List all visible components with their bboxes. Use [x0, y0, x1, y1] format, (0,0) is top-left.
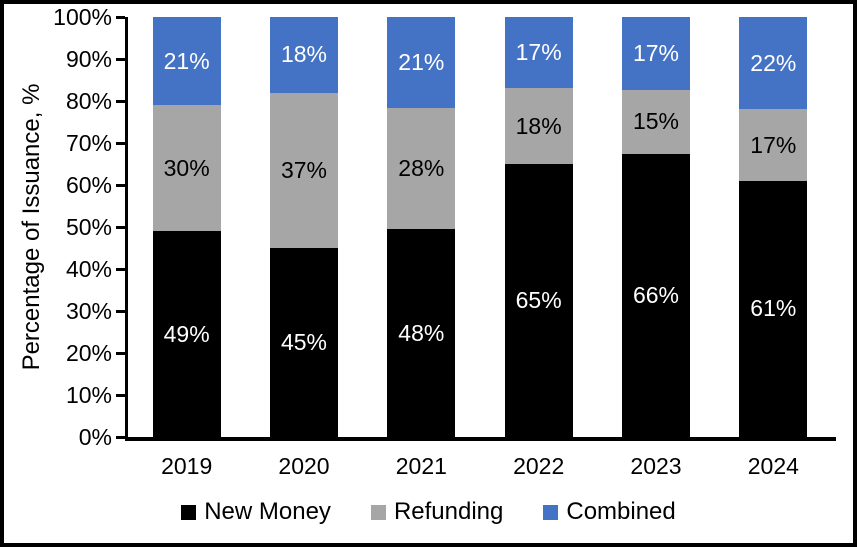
bar-segment-refunding: 18% [504, 88, 573, 164]
y-tick-mark [116, 309, 125, 313]
bar-data-label: 48% [398, 319, 445, 346]
legend-label: New Money [204, 498, 331, 525]
legend-swatch-icon [543, 504, 559, 520]
y-tick-label: 20% [65, 340, 112, 366]
bar-segment-refunding: 15% [622, 89, 690, 155]
legend-swatch-icon [370, 504, 386, 520]
bar-data-label: 37% [280, 156, 328, 183]
y-tick-label: 40% [65, 256, 112, 282]
bar-data-label: 22% [750, 49, 797, 76]
y-tick-mark [116, 225, 125, 229]
bar-data-label: 61% [750, 295, 797, 322]
y-tick-label: 10% [65, 382, 112, 408]
legend-item-refunding: Refunding [370, 498, 504, 526]
y-tick-mark [116, 351, 125, 355]
legend-item-new-money: New Money [181, 498, 331, 526]
bar-column-2024: 22% 17% 61% [739, 17, 808, 437]
y-tick-label: 80% [65, 88, 112, 114]
y-axis-line [125, 17, 128, 441]
bar-column-2020: 18% 37% 45% [270, 17, 338, 437]
y-tick-mark [116, 15, 125, 19]
x-axis-label-2021: 2021 [395, 453, 447, 479]
bar-segment-combined: 18% [270, 17, 338, 93]
bar-segment-new-money: 65% [504, 163, 573, 437]
bar-data-label: 17% [632, 39, 680, 66]
bar-data-label: 30% [163, 154, 210, 181]
y-tick-mark [116, 57, 125, 61]
legend-label: Refunding [393, 498, 504, 525]
bar-data-label: 17% [750, 131, 797, 158]
bar-data-label: 18% [515, 112, 562, 139]
bar-segment-refunding: 30% [152, 105, 221, 232]
legend-swatch-icon [181, 504, 197, 520]
bar-segment-combined: 22% [739, 17, 808, 110]
x-axis-label-2019: 2019 [161, 453, 213, 479]
bar-segment-new-money: 48% [387, 229, 456, 437]
x-axis-label-2024: 2024 [747, 453, 799, 479]
bar-data-label: 21% [163, 47, 210, 74]
y-tick-mark [116, 267, 125, 271]
y-tick-mark [116, 141, 125, 145]
legend-item-combined: Combined [543, 498, 676, 526]
bar-segment-new-money: 45% [270, 247, 338, 437]
bar-column-2022: 17% 18% 65% [504, 17, 573, 437]
y-tick-label: 50% [65, 214, 112, 240]
y-tick-mark [116, 183, 125, 187]
bar-segment-new-money: 66% [622, 154, 690, 437]
bar-column-2023: 17% 15% 66% [622, 17, 690, 437]
x-axis-label-2023: 2023 [630, 453, 682, 479]
y-tick-label: 90% [65, 46, 112, 72]
bar-data-label: 66% [632, 282, 680, 309]
bar-data-label: 65% [515, 286, 562, 313]
y-tick-label: 30% [65, 298, 112, 324]
x-axis-line [125, 437, 836, 441]
bar-segment-new-money: 61% [739, 180, 808, 437]
y-tick-mark [116, 393, 125, 397]
bar-data-label: 28% [398, 155, 445, 182]
x-axis-label-2022: 2022 [513, 453, 565, 479]
x-axis-label-2020: 2020 [278, 453, 330, 479]
bar-data-label: 45% [280, 328, 328, 355]
bar-data-label: 15% [632, 108, 680, 135]
y-tick-label: 100% [53, 4, 112, 30]
bar-segment-refunding: 28% [387, 107, 456, 230]
bar-data-label: 21% [398, 48, 445, 75]
y-tick-label: 0% [78, 424, 112, 450]
bar-data-label: 49% [163, 320, 210, 347]
y-tick-mark [116, 435, 125, 439]
bar-segment-combined: 21% [387, 17, 456, 108]
bar-column-2021: 21% 28% 48% [387, 17, 456, 437]
bar-segment-new-money: 49% [152, 231, 221, 437]
y-tick-label: 60% [65, 172, 112, 198]
bar-segment-refunding: 17% [739, 109, 808, 181]
bar-column-2019: 21% 30% 49% [152, 17, 221, 437]
bar-segment-combined: 17% [622, 17, 690, 90]
legend-label: Combined [566, 498, 676, 525]
bar-segment-combined: 17% [504, 17, 573, 89]
y-tick-mark [116, 99, 125, 103]
bar-data-label: 17% [515, 39, 562, 66]
y-tick-label: 70% [65, 130, 112, 156]
legend: New Money Refunding Combined [4, 498, 853, 526]
bar-segment-refunding: 37% [270, 92, 338, 248]
bar-segment-combined: 21% [152, 17, 221, 106]
bar-data-label: 18% [280, 41, 328, 68]
